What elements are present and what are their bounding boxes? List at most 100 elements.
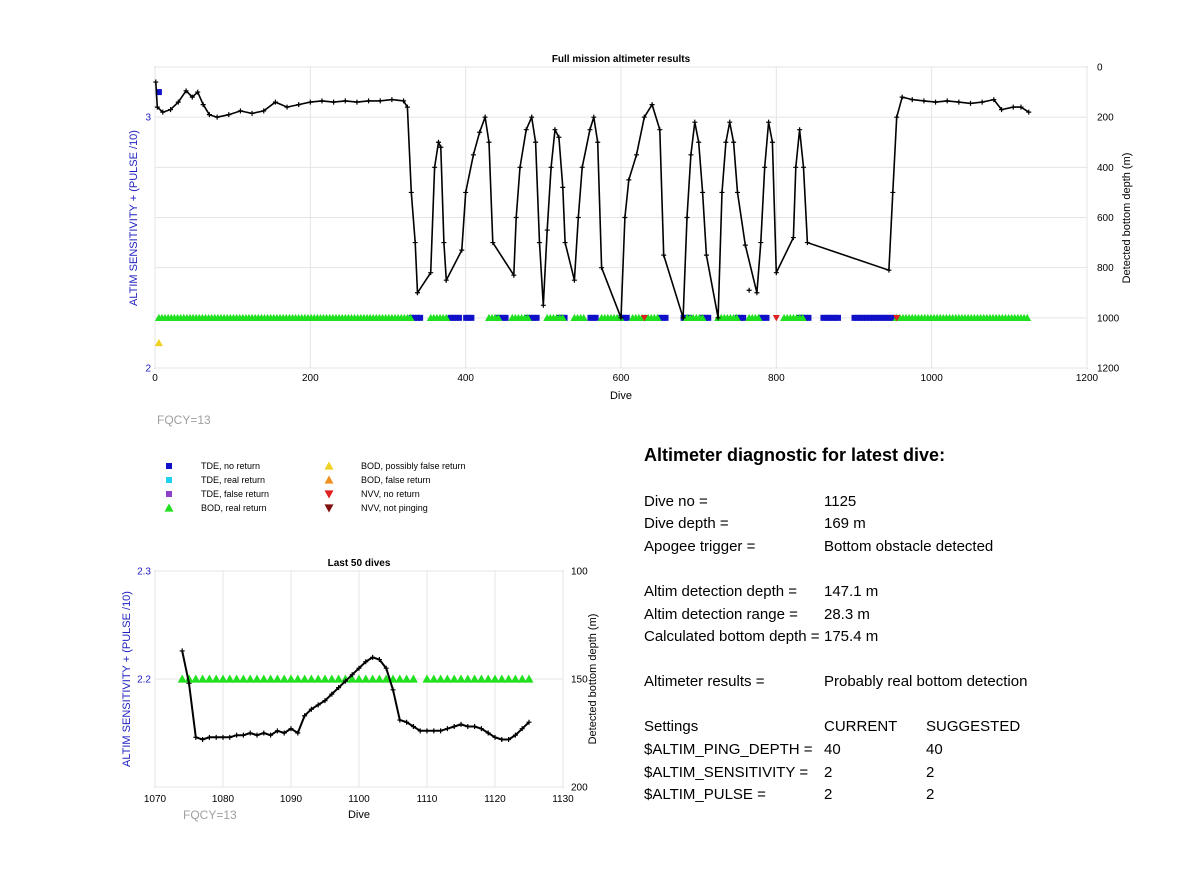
detection-depth-value: 147.1 m [824,583,879,600]
bottom-depth-point [766,119,772,125]
bod-real-return-marker [406,313,415,322]
bottom-depth-point [383,665,389,671]
bottom-depth-point [519,726,525,732]
bottom-depth-point [296,102,302,108]
bottom-depth-point [444,726,450,732]
bottom-depth-point [288,726,294,732]
tde-no-return-marker [450,314,456,321]
bottom-depth-point [424,728,430,734]
x-tick-label: 400 [457,373,474,384]
bottom-depth-point [700,189,706,195]
bottom-depth-point [435,139,441,145]
bottom-depth-point [281,730,287,736]
tde-no-return-marker [706,314,712,321]
tde-no-return-marker [663,314,669,321]
fqcy-label-top: FQCY=13 [157,413,211,427]
bottom-depth-point [465,724,471,730]
bottom-depth-point [622,215,628,220]
tde-no-return-marker [621,314,627,321]
bottom-depth-point [408,189,414,195]
bottom-depth-point [206,734,212,740]
x-tick-label: 1090 [280,794,303,805]
bottom-y2-axis-label: Detected bottom depth (m) [587,614,599,745]
bod-real-return-marker [361,674,371,683]
bottom-depth-point [443,277,449,283]
bottom-depth-point [438,728,444,734]
bod-real-return-marker [191,674,201,683]
tde-no-return-marker [823,314,829,321]
bottom-depth-point [261,108,267,114]
tde-no-return-marker [879,314,885,321]
top-chart-title: Full mission altimeter results [552,54,691,65]
bottom-depth-point [618,315,624,321]
bottom-depth-point [979,99,985,105]
tde-no-return-marker [803,314,809,321]
tde-no-return-marker [820,314,826,321]
bod-real-return-marker [266,674,276,683]
bottom-depth-point [432,164,438,170]
bottom-depth-point [512,732,518,738]
bottom-depth-point [154,104,160,110]
bottom-depth-point [268,732,274,738]
bod-real-return-marker [368,674,378,683]
bottom-depth-point [1010,104,1016,110]
bottom-depth-point [354,99,360,105]
bottom-depth-point [415,290,421,296]
legend-marker-triangle [324,461,334,470]
setting-suggested: 40 [926,741,943,758]
tde-no-return-marker [738,314,744,321]
x-tick-label: 200 [302,373,319,384]
x-tick-label: 1110 [417,794,438,805]
bod-real-return-marker [732,313,741,322]
bottom-depth-point [754,290,760,296]
bottom-depth-point [560,184,566,190]
bottom-depth-point [213,734,219,740]
tde-no-return-marker [870,314,876,321]
bod-real-return-marker [470,674,480,683]
bottom-depth-point [899,94,905,100]
bod-real-return-marker [504,674,514,683]
bod-possibly-false-marker [154,338,163,347]
bottom-depth-point [758,240,764,246]
bottom-depth-point [363,659,369,665]
bottom-depth-point [490,240,496,246]
bod-real-return-marker [429,674,439,683]
tde-no-return-marker [657,314,663,321]
bottom-depth-point [499,736,505,742]
bottom-depth-point [160,109,166,115]
bottom-depth-point [626,177,632,183]
bod-real-return-marker [490,674,500,683]
tde-no-return-marker [758,314,764,321]
bottom-depth-point [451,724,457,730]
bod-real-return-marker [402,674,412,683]
bottom-depth-point [533,139,539,145]
bod-real-return-marker [523,313,532,322]
bottom-depth-point [404,104,410,110]
bod-real-return-marker [436,674,446,683]
bottom-depth-point [548,164,554,170]
top-y2-axis-label: Detected bottom depth (m) [1121,153,1133,284]
bottom-depth-point [302,713,308,719]
tde-no-return-marker [867,314,873,321]
bottom-depth-point [284,104,290,110]
bod-real-return-marker [456,674,466,683]
bottom-depth-point [377,98,383,104]
tde-no-return-marker [826,314,832,321]
tde-no-return-marker [624,314,630,321]
bottom-depth-point [308,706,314,712]
bottom-depth-point [968,100,973,106]
bottom-y-axis-label: ALTIM SENSITIVITY + (PULSE /10) [121,591,133,767]
y-tick-label: 2.3 [137,567,151,578]
bod-real-return-marker [374,674,384,683]
bottom-depth-point [272,99,278,105]
bod-real-return-marker [517,674,527,683]
bod-real-return-marker [476,674,486,683]
bottom-depth-point [342,98,348,104]
bottom-depth-point [438,144,444,150]
bottom-depth-point [684,215,690,220]
bod-real-return-marker [1023,313,1032,322]
legend-label-bod-real-return: BOD, real return [201,503,267,513]
bod-real-return-marker [494,313,503,322]
tde-no-return-marker [534,314,540,321]
y2-tick-label: 100 [571,567,588,578]
